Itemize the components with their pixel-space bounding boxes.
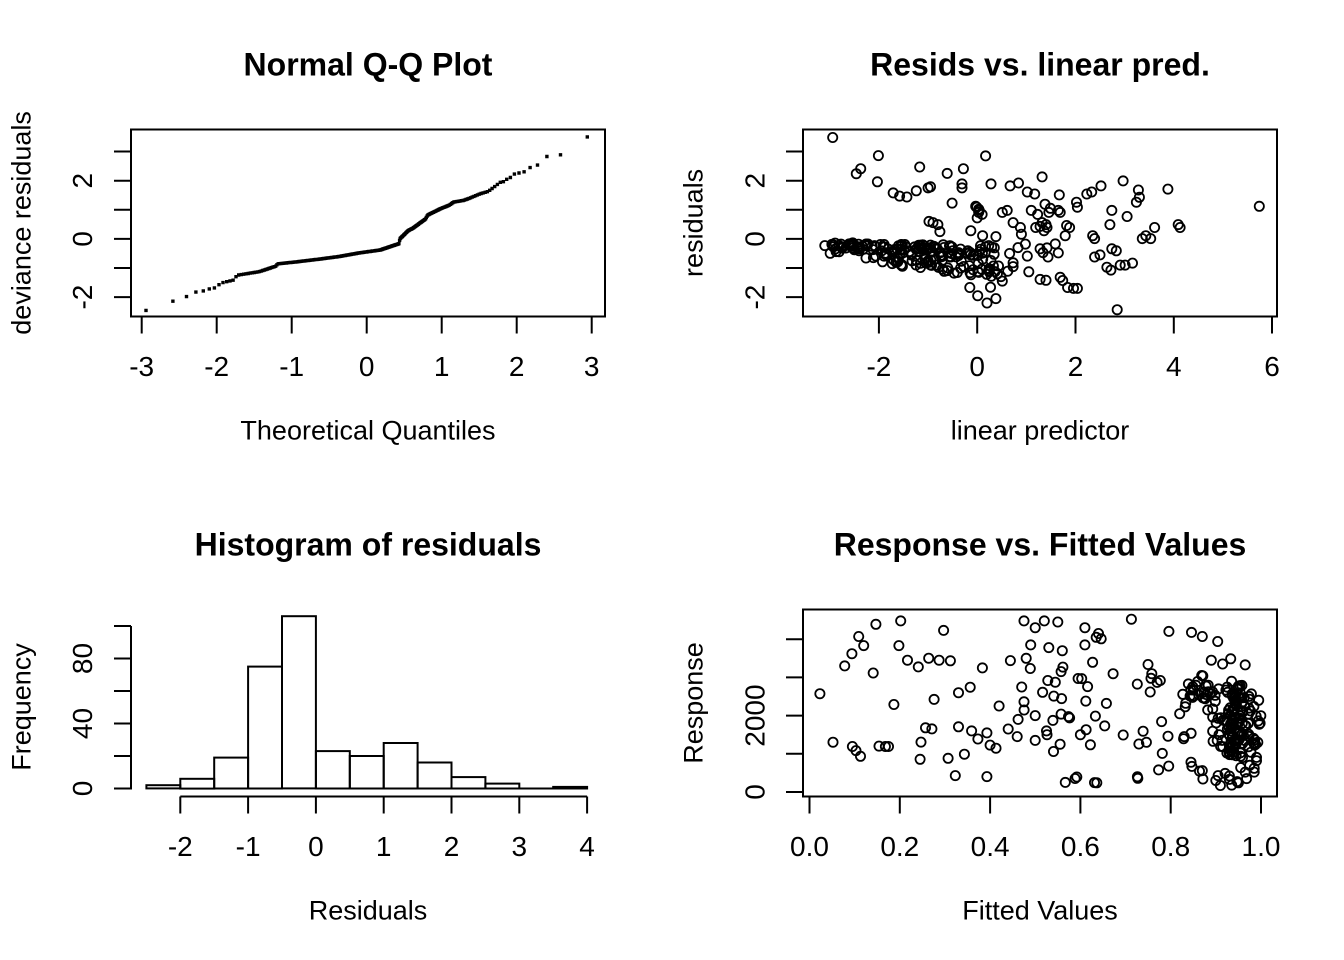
svg-text:0: 0 bbox=[740, 231, 771, 247]
svg-text:6: 6 bbox=[1264, 351, 1280, 382]
svg-text:2: 2 bbox=[1068, 351, 1084, 382]
svg-text:2: 2 bbox=[67, 173, 98, 189]
svg-text:Normal Q-Q Plot: Normal Q-Q Plot bbox=[244, 46, 493, 82]
svg-text:Response vs. Fitted Values: Response vs. Fitted Values bbox=[834, 526, 1247, 562]
svg-text:-2: -2 bbox=[204, 351, 229, 382]
svg-text:0.4: 0.4 bbox=[971, 831, 1010, 862]
svg-text:-1: -1 bbox=[279, 351, 304, 382]
svg-text:1: 1 bbox=[434, 351, 450, 382]
svg-text:0: 0 bbox=[67, 231, 98, 247]
svg-text:2: 2 bbox=[740, 173, 771, 189]
svg-text:residuals: residuals bbox=[679, 169, 709, 277]
svg-text:deviance residuals: deviance residuals bbox=[7, 111, 37, 335]
svg-text:2000: 2000 bbox=[740, 684, 771, 746]
svg-text:4: 4 bbox=[579, 831, 595, 862]
svg-text:Residuals: Residuals bbox=[309, 896, 428, 926]
svg-text:Response: Response bbox=[679, 642, 709, 764]
svg-text:0: 0 bbox=[740, 784, 771, 800]
svg-text:0.2: 0.2 bbox=[880, 831, 919, 862]
svg-text:linear predictor: linear predictor bbox=[951, 416, 1130, 446]
svg-text:-2: -2 bbox=[168, 831, 193, 862]
svg-text:Histogram of residuals: Histogram of residuals bbox=[195, 526, 542, 562]
svg-text:1: 1 bbox=[376, 831, 392, 862]
svg-text:Theoretical Quantiles: Theoretical Quantiles bbox=[240, 416, 495, 446]
svg-text:-1: -1 bbox=[236, 831, 261, 862]
svg-text:3: 3 bbox=[512, 831, 528, 862]
svg-text:Frequency: Frequency bbox=[7, 643, 37, 771]
svg-text:3: 3 bbox=[584, 351, 600, 382]
svg-text:40: 40 bbox=[67, 708, 98, 739]
svg-text:0: 0 bbox=[308, 831, 324, 862]
svg-text:4: 4 bbox=[1166, 351, 1182, 382]
svg-text:Fitted Values: Fitted Values bbox=[962, 896, 1118, 926]
svg-text:0.0: 0.0 bbox=[790, 831, 829, 862]
svg-text:1.0: 1.0 bbox=[1242, 831, 1281, 862]
svg-text:0: 0 bbox=[67, 781, 98, 797]
svg-text:0: 0 bbox=[969, 351, 985, 382]
svg-text:-2: -2 bbox=[67, 285, 98, 310]
svg-text:-2: -2 bbox=[866, 351, 891, 382]
svg-text:2: 2 bbox=[509, 351, 525, 382]
svg-text:0.6: 0.6 bbox=[1061, 831, 1100, 862]
svg-text:0: 0 bbox=[359, 351, 375, 382]
svg-text:Resids vs. linear pred.: Resids vs. linear pred. bbox=[870, 46, 1210, 82]
svg-text:80: 80 bbox=[67, 643, 98, 674]
svg-text:-3: -3 bbox=[129, 351, 154, 382]
svg-text:-2: -2 bbox=[740, 285, 771, 310]
svg-text:0.8: 0.8 bbox=[1151, 831, 1190, 862]
svg-text:2: 2 bbox=[444, 831, 460, 862]
